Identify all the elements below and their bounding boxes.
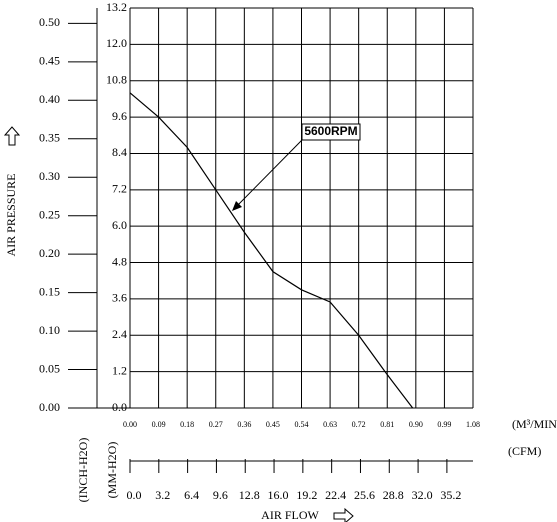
data-line xyxy=(129,92,414,409)
x2-tick-label: 35.2 xyxy=(440,488,461,502)
series-label: 5600RPM xyxy=(304,124,357,138)
y-tick-label: 8.4 xyxy=(112,145,127,159)
x2-tick-label: 12.8 xyxy=(239,488,260,502)
x-tick-label: 0.27 xyxy=(209,420,223,429)
leader-line xyxy=(233,139,303,210)
x2-tick-label: 0.0 xyxy=(127,488,142,502)
y2-tick-label: 0.20 xyxy=(39,246,60,260)
x-tick-label: 0.72 xyxy=(352,420,366,429)
x2-tick-label: 32.0 xyxy=(412,488,433,502)
y-unit: (MM-H2O) xyxy=(105,442,119,499)
y-tick-label: 7.2 xyxy=(112,182,127,196)
x-tick-label: 0.36 xyxy=(237,420,251,429)
y-tick-label: 10.8 xyxy=(106,72,127,86)
x-tick-label: 0.90 xyxy=(409,420,423,429)
x2-tick-label: 6.4 xyxy=(184,488,199,502)
y-tick-label: 1.2 xyxy=(112,363,127,377)
x-tick-label: 0.63 xyxy=(323,420,337,429)
y-tick-label: 9.6 xyxy=(112,109,127,123)
x-tick-label: 0.45 xyxy=(266,420,280,429)
x-tick-label: 0.99 xyxy=(437,420,451,429)
y-tick-label: 13.2 xyxy=(106,0,127,14)
x2-tick-label: 9.6 xyxy=(213,488,228,502)
x2-tick-label: 19.2 xyxy=(296,488,317,502)
callout-box xyxy=(301,123,361,141)
y2-tick-label: 0.05 xyxy=(39,361,60,375)
x-tick-label: 0.81 xyxy=(380,420,394,429)
y-tick-label: 2.4 xyxy=(112,327,127,341)
y2-tick-label: 0.10 xyxy=(39,323,60,337)
y-tick-label: 6.0 xyxy=(112,218,127,232)
y-tick-label: 0.0 xyxy=(112,400,127,414)
x2-tick-label: 25.6 xyxy=(354,488,375,502)
y-axis-label: AIR PRESSURE xyxy=(4,173,18,256)
y2-tick-label: 0.45 xyxy=(39,54,60,68)
arrow-icon xyxy=(3,126,21,146)
x-tick-label: 0.18 xyxy=(180,420,194,429)
y2-unit: (INCH-H2O) xyxy=(76,438,90,503)
y2-tick-label: 0.25 xyxy=(39,207,60,221)
x2-tick-label: 22.4 xyxy=(325,488,346,502)
x2-tick-label: 28.8 xyxy=(383,488,404,502)
x-tick-label: 1.08 xyxy=(466,420,480,429)
x-tick-label: 0.00 xyxy=(123,420,137,429)
y-tick-label: 3.6 xyxy=(112,291,127,305)
x-axis-label: AIR FLOW xyxy=(261,508,319,522)
y2-tick-label: 0.35 xyxy=(39,131,60,145)
x-tick-label: 0.09 xyxy=(152,420,166,429)
y2-tick-label: 0.30 xyxy=(39,169,60,183)
y2-tick-label: 0.40 xyxy=(39,92,60,106)
y-tick-label: 4.8 xyxy=(112,254,127,268)
x-tick-label: 0.54 xyxy=(295,420,309,429)
arrow-head xyxy=(232,201,242,211)
y2-tick-label: 0.50 xyxy=(39,15,60,29)
x2-tick-label: 16.0 xyxy=(268,488,289,502)
x2-unit: (CFM) xyxy=(508,444,541,458)
arrow-icon xyxy=(333,507,354,522)
y2-tick-label: 0.00 xyxy=(39,400,60,414)
x2-tick-label: 3.2 xyxy=(155,488,170,502)
x-unit: (M³/MIN) xyxy=(512,417,557,431)
y2-tick-label: 0.15 xyxy=(39,284,60,298)
y-tick-label: 12.0 xyxy=(106,36,127,50)
